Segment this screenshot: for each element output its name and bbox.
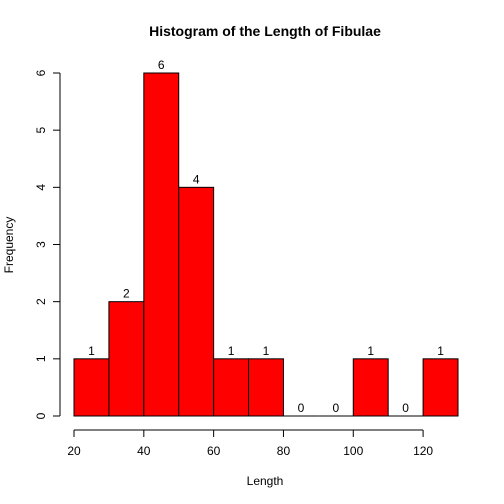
histogram-bar-4 xyxy=(213,358,250,417)
chart-title: Histogram of the Length of Fibulae xyxy=(149,23,381,39)
histogram-bar-10 xyxy=(422,358,459,417)
bar-label-10: 1 xyxy=(437,344,444,358)
histogram-bar-0 xyxy=(73,358,110,417)
histogram-bar-2 xyxy=(143,72,180,417)
bar-labels-group: 1 2 6 4 1 1 0 0 1 0 1 xyxy=(88,58,444,415)
bar-label-3: 4 xyxy=(193,172,200,186)
x-tick-label-2: 60 xyxy=(207,444,221,458)
x-tick-label-0: 20 xyxy=(67,444,81,458)
bar-label-4: 1 xyxy=(228,344,235,358)
y-tick-label-2: 2 xyxy=(34,298,48,305)
bar-label-6: 0 xyxy=(298,401,305,415)
y-tick-label-0: 0 xyxy=(34,412,48,419)
x-tick-label-3: 80 xyxy=(277,444,291,458)
y-tick-label-3: 3 xyxy=(34,241,48,248)
y-tick-label-4: 4 xyxy=(34,184,48,191)
histogram-bar-8 xyxy=(352,358,389,417)
x-axis-label: Length xyxy=(247,474,284,488)
histogram-bar-3 xyxy=(178,186,215,417)
histogram-bar-1 xyxy=(108,301,145,417)
y-tick-label-5: 5 xyxy=(34,127,48,134)
bar-label-8: 1 xyxy=(367,344,374,358)
bar-label-9: 0 xyxy=(402,401,409,415)
bar-label-0: 1 xyxy=(88,344,95,358)
bar-label-1: 2 xyxy=(123,287,130,301)
bar-label-2: 6 xyxy=(158,58,165,72)
x-tick-label-5: 120 xyxy=(413,444,433,458)
bar-label-5: 1 xyxy=(263,344,270,358)
y-axis: 0 1 2 3 4 5 6 xyxy=(34,69,61,419)
x-tick-label-1: 40 xyxy=(137,444,151,458)
y-tick-label-1: 1 xyxy=(34,355,48,362)
x-tick-label-4: 100 xyxy=(343,444,363,458)
histogram-bar-5 xyxy=(248,358,284,417)
bar-label-7: 0 xyxy=(332,401,339,415)
x-axis: 20 40 60 80 100 120 xyxy=(67,429,433,458)
y-axis-label: Frequency xyxy=(2,217,16,274)
bars-group xyxy=(73,72,459,417)
y-tick-label-6: 6 xyxy=(34,69,48,76)
